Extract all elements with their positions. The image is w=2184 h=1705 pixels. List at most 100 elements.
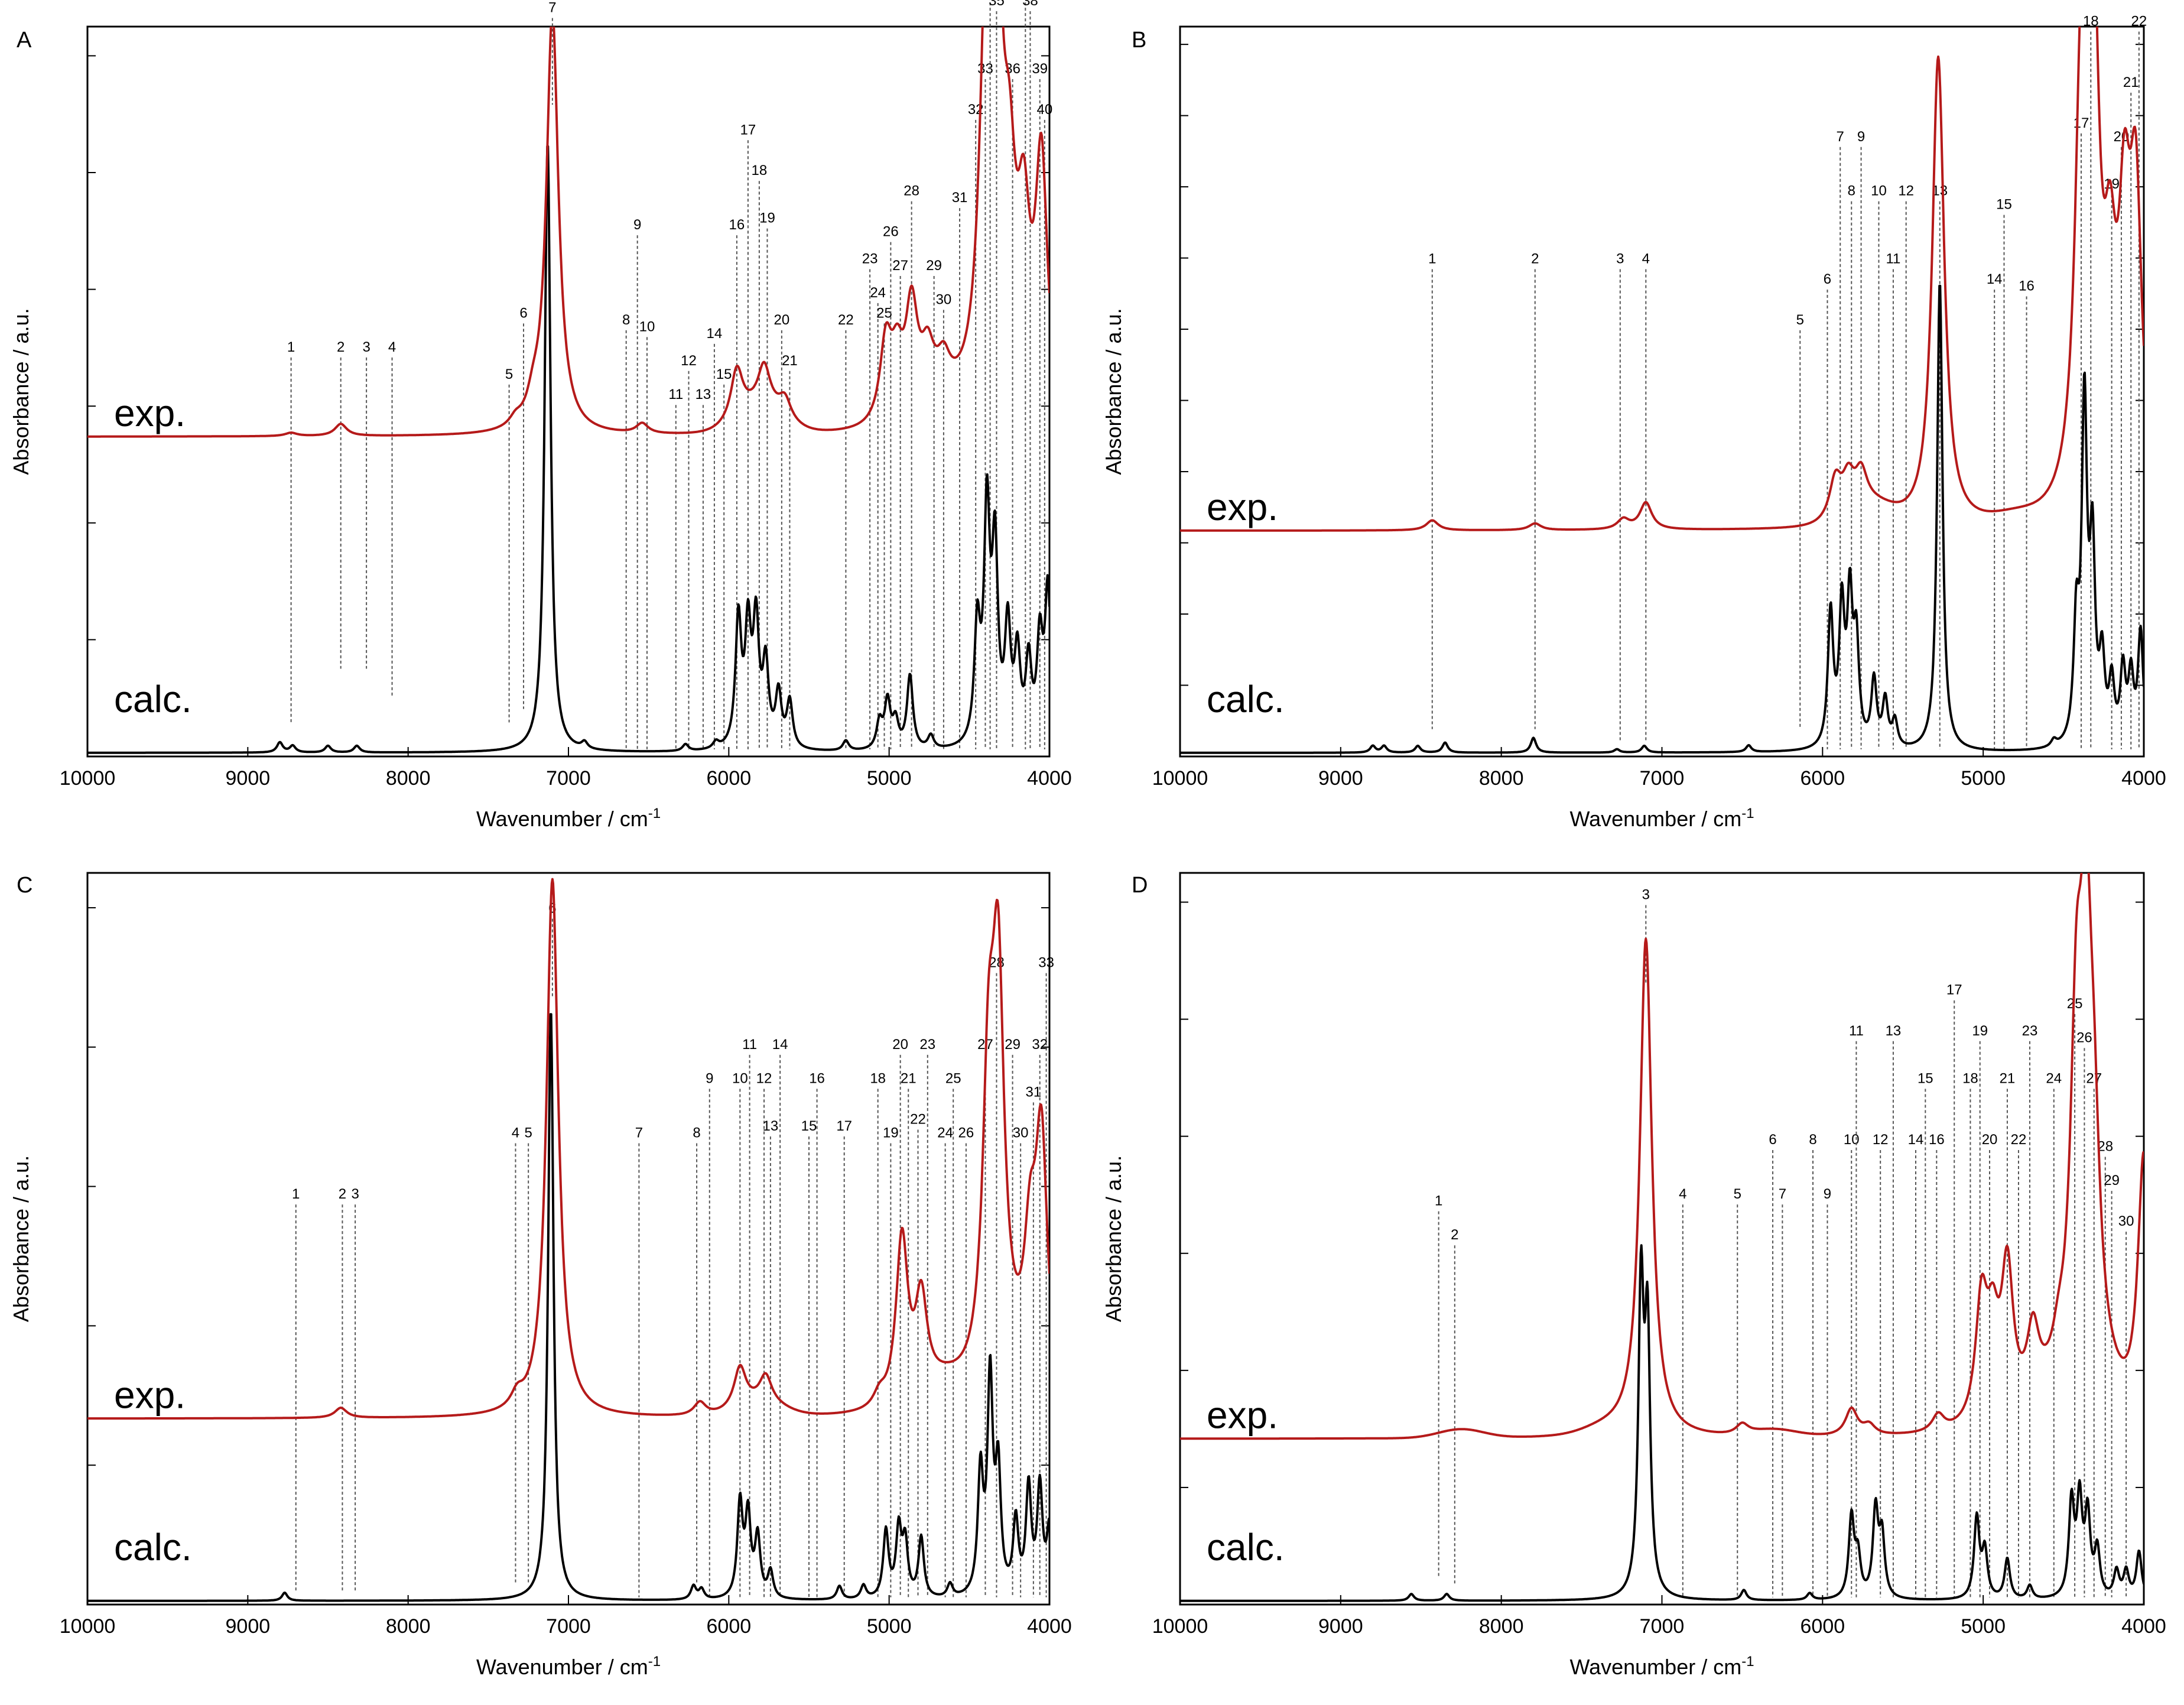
annotation-label: 5 [524,1125,532,1141]
annotation-label: 26 [883,224,899,240]
annotation-label: 10 [639,319,655,334]
x-tick-label: 7000 [546,767,591,790]
annotation-label: 24 [937,1125,953,1141]
exp-spectrum-line [87,878,1049,1420]
annotation-label: 7 [1779,1186,1786,1202]
annotation-label: 29 [926,258,942,274]
annotation-label: 7 [1837,129,1844,145]
annotation-label: 13 [696,387,711,402]
x-tick-label: 9000 [1318,1615,1363,1638]
annotation-label: 23 [2022,1023,2038,1039]
annotation-label: 14 [707,326,723,342]
annotation-label: 29 [1005,1037,1020,1053]
annotation-label: 1 [292,1186,300,1202]
x-tick-label: 8000 [1479,767,1524,790]
annotation-label: 20 [892,1037,908,1053]
annotation-label: 3 [351,1186,359,1202]
annotation-label: 1 [1428,251,1436,267]
annotation-label: 15 [1996,197,2012,213]
annotation-label: 15 [716,366,732,382]
annotation-label: 18 [870,1070,886,1086]
annotation-label: 17 [740,122,756,138]
y-axis-label: Absorbance / a.u. [1101,308,1126,475]
annotation-label: 3 [362,339,370,355]
x-axis-label: Wavenumber / cm-1 [476,1654,661,1679]
annotation-label: 7 [635,1125,643,1141]
annotation-label: 32 [1032,1037,1048,1053]
x-tick-label: 10000 [1152,767,1208,790]
x-axis-label-superscript: -1 [1741,1654,1754,1670]
annotation-label: 25 [876,305,892,321]
annotation-label: 8 [1809,1132,1816,1148]
annotation-label: 12 [681,353,697,369]
annotation-label: 6 [1769,1132,1776,1148]
x-tick-label: 7000 [546,1615,591,1638]
annotation-label: 12 [1873,1132,1889,1148]
calc-spectrum-line [87,1013,1049,1602]
x-axis-label: Wavenumber / cm-1 [1569,1654,1754,1679]
annotation-label: 16 [1929,1132,1945,1148]
calc-spectrum-line [1180,284,2144,754]
annotation-label: 4 [388,339,396,355]
x-tick-label: 6000 [1800,1615,1845,1638]
annotation-label: 39 [1032,61,1048,77]
y-axis-label: Absorbance / a.u. [9,1155,33,1322]
x-tick-label: 9000 [226,767,271,790]
x-tick-label: 5000 [1961,1615,2006,1638]
exp-spectrum-line [87,27,1049,438]
annotation-label: 26 [958,1125,974,1141]
annotation-label: 19 [1972,1023,1988,1039]
annotation-label: 10 [732,1070,748,1086]
x-tick-label: 10000 [60,1615,116,1638]
calc-series-label: calc. [114,1526,192,1568]
x-axis-label-superscript: -1 [648,806,661,821]
annotation-label: 3 [1642,887,1650,903]
exp-series-label: exp. [1207,1394,1278,1437]
annotation-label: 20 [1982,1132,1998,1148]
x-tick-label: 6000 [707,767,752,790]
exp-spectrum-line [1180,27,2144,532]
y-axis-label: Absorbance / a.u. [1101,1155,1126,1322]
annotation-label: 38 [1022,0,1038,9]
x-tick-label: 9000 [1318,767,1363,790]
x-tick-label: 5000 [867,767,912,790]
annotation-label: 21 [2123,74,2139,90]
exp-series-label: exp. [114,392,186,434]
annotation-label: 9 [633,217,641,233]
annotation-label: 17 [836,1118,852,1134]
annotation-label: 11 [668,387,683,402]
x-tick-label: 4000 [2121,767,2166,790]
annotation-label: 22 [2011,1132,2027,1148]
annotation-label: 8 [1848,183,1855,199]
annotation-label: 20 [774,312,790,328]
annotation-label: 31 [1026,1084,1042,1100]
annotation-label: 28 [904,183,919,199]
annotation-label: 35 [989,0,1005,9]
annotation-label: 33 [977,61,993,77]
annotation-label: 12 [1898,183,1914,199]
annotation-label: 11 [1886,251,1900,267]
x-axis-label: Wavenumber / cm-1 [1569,806,1754,831]
annotation-label: 4 [512,1125,519,1141]
annotation-label: 24 [870,285,886,301]
panel-c: C 10000 9000 8000 7000 6000 5000 4000 Wavenumber… [9,872,1072,1679]
annotation-label: 31 [952,190,968,206]
x-tick-label: 7000 [1640,1615,1685,1638]
annotation-label: 3 [1616,251,1624,267]
annotation-label: 22 [910,1111,926,1127]
annotation-label: 7 [548,0,556,16]
x-tick-label: 5000 [1961,767,2006,790]
annotation-label: 19 [759,210,775,226]
annotation-label: 15 [801,1118,817,1134]
annotation-label: 21 [901,1070,916,1086]
x-tick-label: 6000 [1800,767,1845,790]
annotation-label: 23 [862,251,878,267]
annotation-label: 21 [782,353,798,369]
x-tick-label: 4000 [1027,767,1072,790]
calc-series-label: calc. [114,678,192,720]
annotation-label: 9 [1857,129,1865,145]
annotation-label: 10 [1844,1132,1860,1148]
x-tick-label: 7000 [1640,767,1685,790]
